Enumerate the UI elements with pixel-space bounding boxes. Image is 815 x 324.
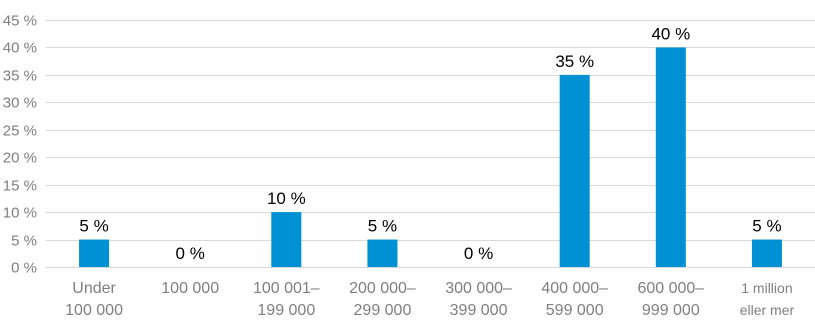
data-label: 35 % bbox=[555, 52, 594, 71]
y-tick-label: 30 % bbox=[3, 95, 37, 112]
y-tick-label: 45 % bbox=[3, 13, 37, 30]
x-tick-label: 299 000 bbox=[354, 302, 412, 319]
bar bbox=[79, 239, 110, 267]
x-tick-label: 200 000– bbox=[349, 280, 416, 297]
data-label: 40 % bbox=[651, 24, 690, 43]
bars bbox=[79, 47, 782, 267]
data-label: 5 % bbox=[368, 217, 397, 236]
x-tick-label: 599 000 bbox=[546, 302, 604, 319]
x-tick-label: 600 000– bbox=[637, 280, 704, 297]
y-tick-label: 35 % bbox=[3, 68, 37, 85]
x-tick-label: Under bbox=[72, 280, 116, 297]
y-tick-label: 20 % bbox=[3, 150, 37, 167]
gridlines bbox=[46, 20, 815, 268]
data-label: 5 % bbox=[79, 217, 108, 236]
y-tick-label: 40 % bbox=[3, 40, 37, 57]
x-tick-label: 199 000 bbox=[257, 302, 315, 319]
x-tick-label: 400 000– bbox=[541, 280, 608, 297]
y-tick-label: 25 % bbox=[3, 123, 37, 140]
x-axis-ticks: Under 100 000 100 000 100 001– 199 000 200 00… bbox=[65, 280, 794, 319]
y-tick-label: 15 % bbox=[3, 178, 37, 195]
data-label: 5 % bbox=[752, 217, 781, 236]
x-tick-label: 1 million bbox=[741, 280, 792, 296]
x-tick-label: 300 000– bbox=[445, 280, 512, 297]
x-tick-label: 100 001– bbox=[253, 280, 320, 297]
x-tick-label: eller mer bbox=[740, 302, 795, 318]
bar bbox=[367, 239, 398, 267]
bar bbox=[751, 239, 782, 267]
x-tick-label: 999 000 bbox=[642, 302, 700, 319]
data-label: 0 % bbox=[464, 244, 493, 263]
x-tick-label: 100 000 bbox=[65, 302, 123, 319]
y-tick-label: 5 % bbox=[11, 233, 37, 250]
x-tick-label: 399 000 bbox=[450, 302, 508, 319]
x-tick-label: 100 000 bbox=[161, 280, 219, 297]
y-axis-ticks: 0 % 5 % 10 % 15 % 20 % 25 % 30 % 35 % 40 % 45 % bbox=[3, 13, 37, 277]
y-tick-label: 10 % bbox=[3, 205, 37, 222]
bar bbox=[655, 47, 686, 267]
data-label: 10 % bbox=[267, 189, 306, 208]
data-labels: 5 % 0 % 10 % 5 % 0 % 35 % 40 % 5 % bbox=[79, 24, 781, 263]
bar bbox=[271, 212, 302, 267]
y-tick-label: 0 % bbox=[11, 260, 37, 277]
bar bbox=[559, 74, 590, 267]
data-label: 0 % bbox=[176, 244, 205, 263]
